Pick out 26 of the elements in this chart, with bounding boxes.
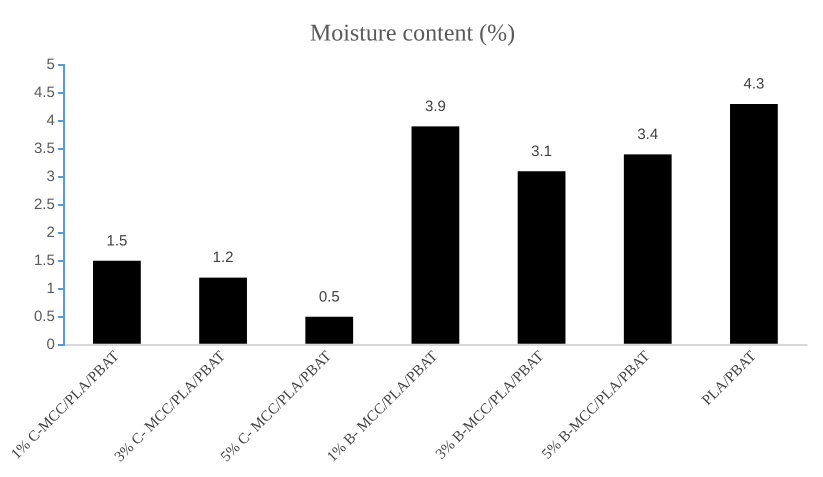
y-tick-label: 5 <box>46 56 55 73</box>
y-tick-label: 2 <box>46 224 55 241</box>
y-tick-label: 2.5 <box>34 196 55 213</box>
y-tick-label: 1 <box>46 280 55 297</box>
data-label: 0.5 <box>318 288 340 306</box>
y-tick-label: 3 <box>46 168 55 185</box>
bar <box>93 260 141 344</box>
bar <box>518 171 566 344</box>
data-label: 3.4 <box>637 126 658 144</box>
y-tick-label: 4.5 <box>34 84 55 101</box>
bar <box>199 278 247 344</box>
y-tick-label: 0 <box>46 336 55 353</box>
data-label: 3.1 <box>531 142 552 160</box>
data-label: 3.9 <box>424 98 446 116</box>
data-label: 4.3 <box>743 76 764 93</box>
chart-title: Moisture content (%) <box>310 20 516 47</box>
data-label: 1.5 <box>106 232 128 250</box>
y-tick-label: 1.5 <box>34 252 55 269</box>
bar <box>412 126 460 344</box>
bar <box>624 154 672 344</box>
bar <box>305 316 354 344</box>
y-tick-label: 0.5 <box>34 308 55 325</box>
y-tick-label: 4 <box>46 112 55 129</box>
data-label: 1.2 <box>212 249 234 266</box>
y-tick-label: 3.5 <box>34 140 55 157</box>
bar <box>730 104 778 344</box>
